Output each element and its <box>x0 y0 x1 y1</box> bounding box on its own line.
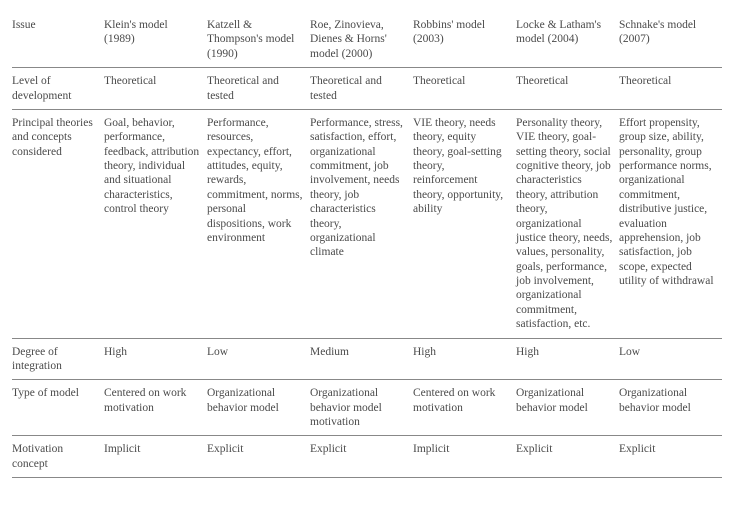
table-cell: Low <box>619 338 722 380</box>
table-cell: Effort propensity, group size, ability, … <box>619 109 722 338</box>
table-cell: Organizational behavior model motivation <box>310 380 413 436</box>
table-cell: Theoretical <box>104 68 207 110</box>
table-row: Principal theories and concepts consider… <box>12 109 722 338</box>
header-issue: Issue <box>12 12 104 68</box>
table-cell: Personality theory, VIE theory, goal-set… <box>516 109 619 338</box>
table-cell: Explicit <box>619 436 722 478</box>
table-cell: Theoretical <box>413 68 516 110</box>
header-model: Klein's model (1989) <box>104 12 207 68</box>
table-row: Level of development Theoretical Theoret… <box>12 68 722 110</box>
header-model: Schnake's model (2007) <box>619 12 722 68</box>
row-issue: Motivation concept <box>12 436 104 478</box>
header-model: Katzell & Thompson's model (1990) <box>207 12 310 68</box>
table-cell: High <box>413 338 516 380</box>
header-model: Robbins' model (2003) <box>413 12 516 68</box>
table-cell: Organizational behavior model <box>619 380 722 436</box>
table-cell: Low <box>207 338 310 380</box>
table-header-row: Issue Klein's model (1989) Katzell & Tho… <box>12 12 722 68</box>
table-cell: Performance, resources, expectancy, effo… <box>207 109 310 338</box>
table-cell: Explicit <box>310 436 413 478</box>
table-cell: Theoretical and tested <box>207 68 310 110</box>
row-issue: Principal theories and concepts consider… <box>12 109 104 338</box>
comparison-table: Issue Klein's model (1989) Katzell & Tho… <box>12 12 722 478</box>
table-cell: VIE theory, needs theory, equity theory,… <box>413 109 516 338</box>
row-issue: Level of development <box>12 68 104 110</box>
table-cell: Implicit <box>104 436 207 478</box>
table-cell: High <box>516 338 619 380</box>
table-cell: Organizational behavior model <box>516 380 619 436</box>
table-row: Motivation concept Implicit Explicit Exp… <box>12 436 722 478</box>
table-cell: Centered on work motivation <box>104 380 207 436</box>
table-cell: Organizational behavior model <box>207 380 310 436</box>
table-cell: Explicit <box>207 436 310 478</box>
table-cell: Explicit <box>516 436 619 478</box>
table-cell: Performance, stress, satisfaction, effor… <box>310 109 413 338</box>
header-model: Roe, Zinovieva, Dienes & Horns' model (2… <box>310 12 413 68</box>
row-issue: Degree of integration <box>12 338 104 380</box>
table-cell: Theoretical and tested <box>310 68 413 110</box>
table-cell: Theoretical <box>516 68 619 110</box>
header-model: Locke & Latham's model (2004) <box>516 12 619 68</box>
table-cell: Centered on work motivation <box>413 380 516 436</box>
table-cell: Implicit <box>413 436 516 478</box>
table-cell: Goal, behavior, performance, feedback, a… <box>104 109 207 338</box>
row-issue: Type of model <box>12 380 104 436</box>
table-cell: High <box>104 338 207 380</box>
table-row: Degree of integration High Low Medium Hi… <box>12 338 722 380</box>
table-cell: Theoretical <box>619 68 722 110</box>
table-row: Type of model Centered on work motivatio… <box>12 380 722 436</box>
table-cell: Medium <box>310 338 413 380</box>
